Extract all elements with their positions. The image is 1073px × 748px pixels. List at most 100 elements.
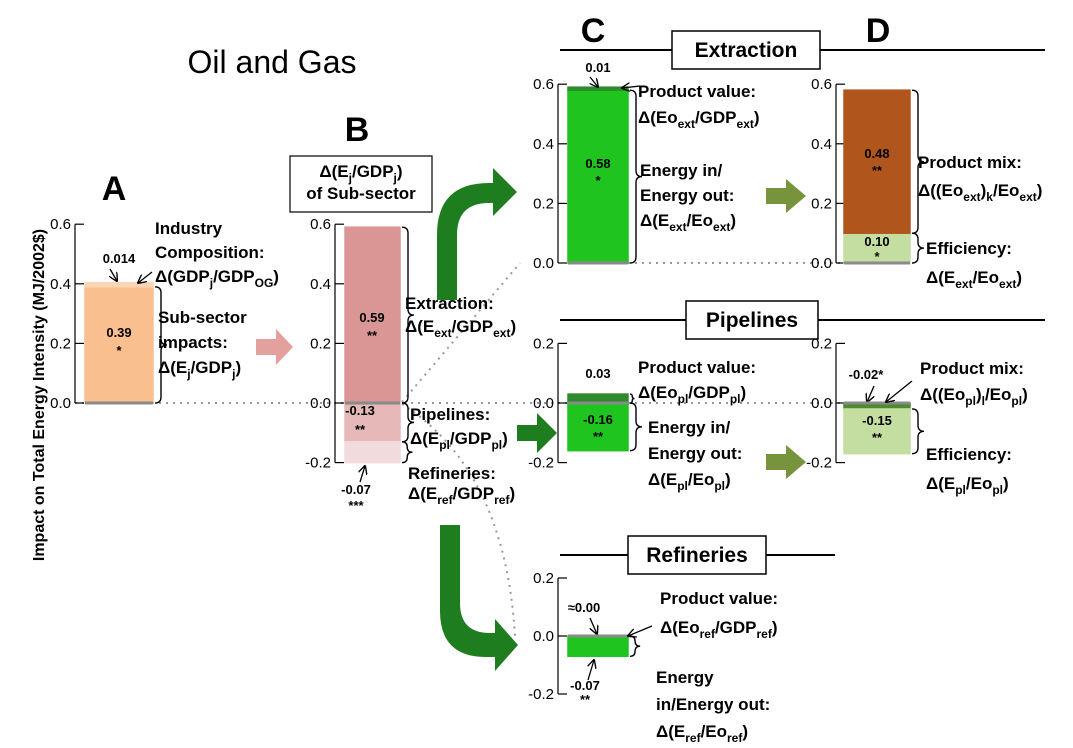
subscript: pl <box>992 483 1003 497</box>
subscript: ref <box>437 493 453 507</box>
annotation-line: Δ(Eoref/GDPref) <box>660 618 778 641</box>
y-tick-label: 0.2 <box>533 570 554 587</box>
text-run: Δ(Eo <box>660 618 700 637</box>
panel-label: B <box>345 111 370 149</box>
subscript: pl <box>730 392 741 406</box>
annotation-line: Composition: <box>155 243 265 262</box>
pointer-arrow <box>588 660 594 681</box>
text-run: Δ(E <box>405 317 434 336</box>
annotation-line: Efficiency: <box>926 239 1012 258</box>
subscript: ext <box>955 277 972 291</box>
text-run: Δ(E <box>158 358 187 377</box>
bar-segment <box>567 86 629 91</box>
annotation-line: Product value: <box>660 589 778 608</box>
value-label: -0.07 <box>570 678 600 693</box>
subscript: ext <box>493 326 510 340</box>
value-label: -0.13 <box>345 403 375 418</box>
y-tick-label: 0.2 <box>811 195 832 212</box>
subscript: pl <box>714 479 725 493</box>
text-run: ) <box>509 484 515 503</box>
value-label: 0.59 <box>359 310 384 325</box>
header-box <box>289 155 433 213</box>
text-run: ) <box>502 429 508 448</box>
text-run: Δ(E <box>640 211 669 230</box>
bar-segment <box>567 635 629 658</box>
y-tick-label: 0.6 <box>811 76 832 93</box>
subscript: k <box>986 190 993 204</box>
significance: ** <box>872 163 883 178</box>
text-run: Energy in/ <box>640 161 722 180</box>
annotation-line: of Sub-sector <box>306 184 416 203</box>
text-run: /Eo <box>973 268 999 287</box>
brace <box>911 232 925 264</box>
text-run: /GDP <box>450 429 492 448</box>
subscript: ref <box>700 627 716 641</box>
y-tick-label: 0.4 <box>533 136 554 153</box>
subscript: pl <box>955 483 966 497</box>
subscript: ref <box>685 731 701 745</box>
subscript: ext <box>678 117 695 131</box>
annotation-line: Product mix: <box>920 359 1024 378</box>
bar-segment <box>344 226 401 404</box>
text-run: ) <box>741 383 747 402</box>
subscript: j <box>393 171 397 185</box>
brace <box>154 286 168 404</box>
value-label: -0.07 <box>341 482 371 497</box>
pointer-arrow <box>110 268 117 281</box>
subscript: ext <box>737 117 754 131</box>
significance: *** <box>348 498 364 513</box>
significance: * <box>595 173 601 188</box>
text-run: Δ((Eo <box>918 181 963 200</box>
text-run: Product mix: <box>920 359 1024 378</box>
text-run: /GDP <box>452 317 494 336</box>
text-run: in/Energy out: <box>656 695 770 714</box>
annotation-line: Energy in/ <box>640 161 722 180</box>
flow-arrow <box>766 445 806 479</box>
annotation-line: Δ(Epl/Eopl) <box>648 470 731 493</box>
text-run: /GDP <box>191 358 233 377</box>
annotation-line: in/Energy out: <box>656 695 770 714</box>
annotation-line: Efficiency: <box>926 445 1012 464</box>
annotation-line: Δ((Eoext)k/Eoext) <box>918 181 1042 204</box>
section-title: Refineries <box>646 544 748 567</box>
subscript: pl <box>678 392 689 406</box>
y-tick-label: 0.0 <box>811 395 832 412</box>
annotation-line: Sub-sector <box>158 308 247 327</box>
y-tick-label: 0.2 <box>533 335 554 352</box>
flow-arrow <box>437 168 517 300</box>
text-run: ) <box>397 162 403 181</box>
bar-segment <box>344 440 401 464</box>
bar-segment <box>843 232 911 264</box>
text-run: ) <box>976 385 982 404</box>
text-run: Energy out: <box>640 186 734 205</box>
y-tick-label: 0.6 <box>310 216 331 233</box>
text-run: Δ(E <box>656 722 685 741</box>
section-box <box>627 535 767 575</box>
brace <box>401 441 413 464</box>
text-run: Energy out: <box>648 444 742 463</box>
connector <box>401 262 521 403</box>
brace <box>401 226 415 404</box>
text-run: ) <box>273 267 279 286</box>
y-tick-label: 0.2 <box>310 335 331 352</box>
pointer-arrow <box>628 625 653 636</box>
subscript: pl <box>1011 394 1022 408</box>
bar-segment <box>84 281 154 288</box>
subscript: ext <box>1019 190 1036 204</box>
brace <box>911 408 925 455</box>
subscript: ref <box>757 627 773 641</box>
section-title: Pipelines <box>706 309 798 332</box>
y-tick-label: -0.2 <box>528 686 554 703</box>
y-axis-label: Impact on Total Energy Intensity (MJ/200… <box>31 229 48 561</box>
pointer-arrow <box>589 617 597 634</box>
subscript: j <box>186 367 190 381</box>
value-label: 0.01 <box>585 60 610 75</box>
brace <box>629 89 643 264</box>
text-run: ) <box>1037 181 1043 200</box>
text-run: Extraction: <box>405 294 494 313</box>
flow-arrow <box>766 179 806 213</box>
annotation-line: Extraction: <box>405 294 494 313</box>
text-run: /Eo <box>993 181 1019 200</box>
